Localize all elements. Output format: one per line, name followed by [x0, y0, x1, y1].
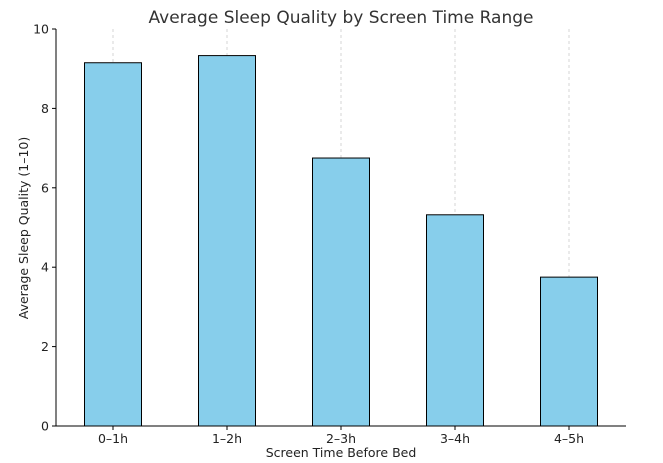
- bar: [312, 157, 370, 427]
- x-tick-label: 1–2h: [212, 431, 242, 446]
- x-tick-label: 3–4h: [440, 431, 470, 446]
- y-ticks: 0 2 4 6 8 10: [33, 22, 56, 434]
- y-tick-label: 6: [41, 180, 49, 195]
- y-tick-label: 8: [41, 101, 49, 116]
- y-axis-label: Average Sleep Quality (1–10): [16, 137, 31, 320]
- y-tick-label: 0: [41, 419, 49, 434]
- x-ticks: 0–1h 1–2h 2–3h 3–4h 4–5h: [98, 426, 584, 446]
- bar: [84, 62, 142, 427]
- x-tick-label: 4–5h: [554, 431, 584, 446]
- bars: [84, 55, 598, 427]
- y-tick-label: 4: [41, 260, 49, 275]
- bar: [540, 276, 598, 427]
- bar: [198, 55, 256, 427]
- y-tick-label: 2: [41, 339, 49, 354]
- chart-title: Average Sleep Quality by Screen Time Ran…: [149, 8, 534, 28]
- x-tick-label: 2–3h: [326, 431, 356, 446]
- bar: [426, 214, 484, 427]
- x-tick-label: 0–1h: [98, 431, 128, 446]
- x-axis-label: Screen Time Before Bed: [266, 445, 417, 460]
- y-tick-label: 10: [33, 22, 49, 37]
